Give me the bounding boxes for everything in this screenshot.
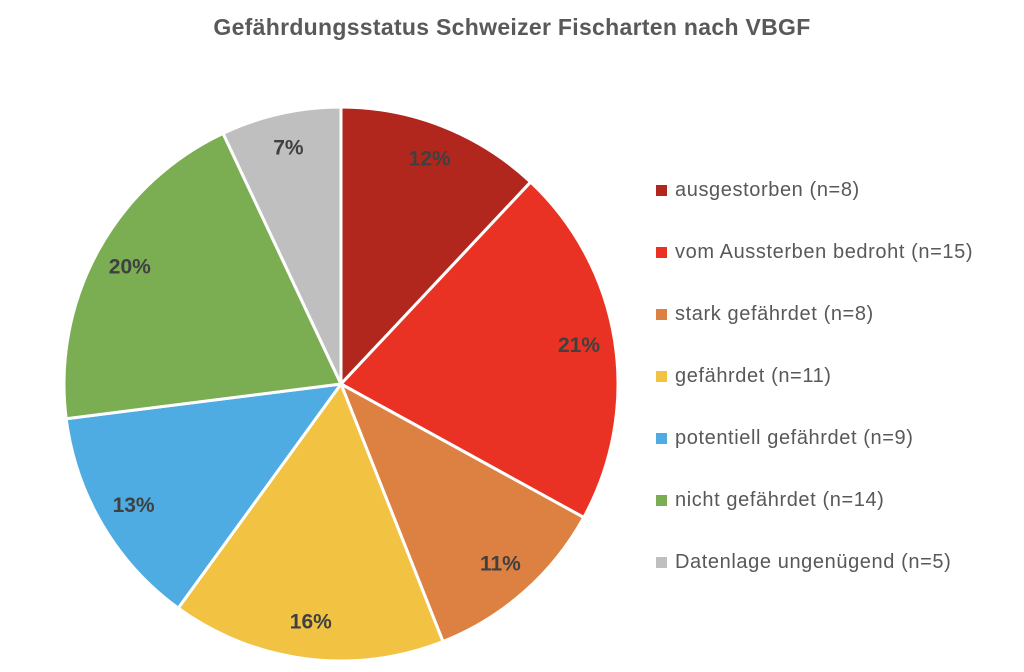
legend-label-potentiell-gefaehrdet: potentiell gefährdet (n=9)	[675, 426, 914, 449]
chart-legend: ausgestorben (n=8) vom Aussterben bedroht…	[656, 159, 1024, 593]
legend-label-datenlage-ungenuegend: Datenlage ungenügend (n=5)	[675, 550, 952, 573]
pie-slice-datenlage-ungenuegend	[221, 105, 343, 386]
slice-percent-label-potentiell-gefaehrdet: 13%	[113, 494, 155, 517]
pie-slice-gefaehrdet	[176, 382, 445, 663]
legend-item-nicht-gefaehrdet: nicht gefährdet (n=14)	[656, 469, 1024, 531]
legend-marker-gefaehrdet	[656, 370, 667, 382]
legend-label-stark-gefaehrdet: stark gefährdet (n=8)	[675, 302, 874, 325]
legend-item-vom-aussterben-bedroht: vom Aussterben bedroht (n=15)	[656, 221, 1024, 283]
legend-marker-nicht-gefaehrdet	[656, 494, 667, 506]
legend-item-datenlage-ungenuegend: Datenlage ungenügend (n=5)	[656, 531, 1024, 593]
legend-label-vom-aussterben-bedroht: vom Aussterben bedroht (n=15)	[675, 240, 974, 263]
legend-label-gefaehrdet: gefährdet (n=11)	[675, 364, 832, 387]
legend-item-gefaehrdet: gefährdet (n=11)	[656, 345, 1024, 407]
legend-marker-stark-gefaehrdet	[656, 308, 667, 320]
chart-title: Gefährdungsstatus Schweizer Fischarten n…	[213, 14, 811, 40]
legend-label-nicht-gefaehrdet: nicht gefährdet (n=14)	[675, 488, 885, 511]
legend-label-ausgestorben: ausgestorben (n=8)	[675, 178, 860, 201]
pie-slice-vom-aussterben-bedroht	[339, 180, 620, 519]
slice-percent-label-ausgestorben: 12%	[409, 147, 451, 170]
slice-percent-label-nicht-gefaehrdet: 20%	[109, 255, 151, 278]
slice-percent-label-gefaehrdet: 16%	[290, 611, 332, 634]
legend-marker-datenlage-ungenuegend	[656, 556, 667, 568]
legend-marker-vom-aussterben-bedroht	[656, 246, 667, 258]
pie-slice-ausgestorben	[339, 105, 533, 386]
legend-item-potentiell-gefaehrdet: potentiell gefährdet (n=9)	[656, 407, 1024, 469]
legend-item-ausgestorben: ausgestorben (n=8)	[656, 159, 1024, 221]
legend-marker-potentiell-gefaehrdet	[656, 432, 667, 444]
pie-slice-stark-gefaehrdet	[339, 382, 586, 644]
legend-item-stark-gefaehrdet: stark gefährdet (n=8)	[656, 283, 1024, 345]
slice-percent-label-datenlage-ungenuegend: 7%	[273, 136, 304, 159]
slice-percent-label-vom-aussterben-bedroht: 21%	[558, 334, 600, 357]
pie-slice-potentiell-gefaehrdet	[64, 382, 343, 610]
legend-marker-ausgestorben	[656, 184, 667, 196]
slice-percent-label-stark-gefaehrdet: 11%	[480, 552, 521, 575]
pie-slice-nicht-gefaehrdet	[62, 131, 343, 421]
